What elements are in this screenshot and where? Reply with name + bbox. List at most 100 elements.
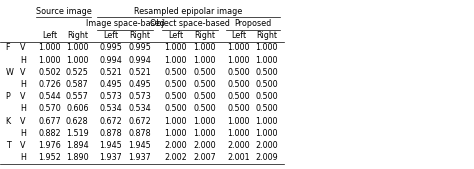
- Text: 2.001: 2.001: [228, 153, 250, 162]
- Text: 0.500: 0.500: [228, 80, 250, 89]
- Text: 0.995: 0.995: [99, 43, 122, 52]
- Text: W: W: [6, 68, 14, 77]
- Text: 1.945: 1.945: [99, 141, 122, 150]
- Text: 1.519: 1.519: [66, 129, 89, 138]
- Text: 1.000: 1.000: [193, 56, 216, 65]
- Text: V: V: [20, 117, 26, 126]
- Text: 0.502: 0.502: [38, 68, 61, 77]
- Text: V: V: [20, 141, 26, 150]
- Text: 1.000: 1.000: [164, 129, 187, 138]
- Text: 0.495: 0.495: [128, 80, 151, 89]
- Text: 2.000: 2.000: [255, 141, 278, 150]
- Text: 0.882: 0.882: [38, 129, 61, 138]
- Text: 0.500: 0.500: [255, 104, 278, 113]
- Text: 1.000: 1.000: [193, 129, 216, 138]
- Text: K: K: [6, 117, 11, 126]
- Text: 1.000: 1.000: [255, 43, 278, 52]
- Text: V: V: [20, 92, 26, 101]
- Text: 1.000: 1.000: [255, 56, 278, 65]
- Text: 0.500: 0.500: [255, 92, 278, 101]
- Text: Left: Left: [42, 31, 57, 40]
- Text: 0.672: 0.672: [99, 117, 122, 126]
- Text: 2.009: 2.009: [255, 153, 278, 162]
- Text: 0.500: 0.500: [255, 80, 278, 89]
- Text: 0.878: 0.878: [99, 129, 122, 138]
- Text: 0.500: 0.500: [164, 68, 187, 77]
- Text: 1.976: 1.976: [38, 141, 61, 150]
- Text: 1.000: 1.000: [193, 117, 216, 126]
- Text: T: T: [6, 141, 10, 150]
- Text: Right: Right: [129, 31, 150, 40]
- Text: 2.000: 2.000: [164, 141, 187, 150]
- Text: 0.500: 0.500: [255, 68, 278, 77]
- Text: 0.500: 0.500: [193, 68, 216, 77]
- Text: 1.890: 1.890: [66, 153, 89, 162]
- Text: V: V: [20, 68, 26, 77]
- Text: 2.007: 2.007: [193, 153, 216, 162]
- Text: Object space-based: Object space-based: [150, 19, 230, 28]
- Text: 0.587: 0.587: [66, 80, 89, 89]
- Text: Proposed: Proposed: [234, 19, 271, 28]
- Text: Left: Left: [231, 31, 246, 40]
- Text: 0.500: 0.500: [193, 92, 216, 101]
- Text: 0.500: 0.500: [228, 68, 250, 77]
- Text: 0.500: 0.500: [193, 80, 216, 89]
- Text: 0.628: 0.628: [66, 117, 89, 126]
- Text: V: V: [20, 43, 26, 52]
- Text: 1.000: 1.000: [164, 56, 187, 65]
- Text: F: F: [6, 43, 10, 52]
- Text: 0.525: 0.525: [66, 68, 89, 77]
- Text: 1.000: 1.000: [228, 129, 250, 138]
- Text: 2.002: 2.002: [164, 153, 187, 162]
- Text: 0.677: 0.677: [38, 117, 61, 126]
- Text: 1.000: 1.000: [164, 117, 187, 126]
- Text: 1.000: 1.000: [255, 117, 278, 126]
- Text: 0.726: 0.726: [38, 80, 61, 89]
- Text: 1.937: 1.937: [128, 153, 151, 162]
- Text: 1.000: 1.000: [193, 43, 216, 52]
- Text: 1.937: 1.937: [99, 153, 122, 162]
- Text: 2.000: 2.000: [193, 141, 216, 150]
- Text: 0.500: 0.500: [228, 92, 250, 101]
- Text: Image space-based: Image space-based: [86, 19, 164, 28]
- Text: 0.995: 0.995: [128, 43, 151, 52]
- Text: 0.500: 0.500: [193, 104, 216, 113]
- Text: 0.994: 0.994: [128, 56, 151, 65]
- Text: 0.495: 0.495: [99, 80, 122, 89]
- Text: 0.521: 0.521: [99, 68, 122, 77]
- Text: 1.000: 1.000: [164, 43, 187, 52]
- Text: 0.672: 0.672: [128, 117, 151, 126]
- Text: 0.878: 0.878: [128, 129, 151, 138]
- Text: H: H: [20, 129, 26, 138]
- Text: 1.945: 1.945: [128, 141, 151, 150]
- Text: 0.994: 0.994: [99, 56, 122, 65]
- Text: 0.606: 0.606: [66, 104, 89, 113]
- Text: 1.000: 1.000: [38, 56, 61, 65]
- Text: 1.000: 1.000: [228, 117, 250, 126]
- Text: 0.573: 0.573: [128, 92, 151, 101]
- Text: Source image: Source image: [36, 7, 91, 16]
- Text: 1.000: 1.000: [66, 56, 89, 65]
- Text: 0.521: 0.521: [128, 68, 151, 77]
- Text: 0.573: 0.573: [99, 92, 122, 101]
- Text: 0.570: 0.570: [38, 104, 61, 113]
- Text: H: H: [20, 153, 26, 162]
- Text: Right: Right: [256, 31, 277, 40]
- Text: H: H: [20, 56, 26, 65]
- Text: Right: Right: [67, 31, 88, 40]
- Text: 1.000: 1.000: [66, 43, 89, 52]
- Text: 1.000: 1.000: [38, 43, 61, 52]
- Text: 1.000: 1.000: [228, 56, 250, 65]
- Text: 1.000: 1.000: [228, 43, 250, 52]
- Text: Left: Left: [168, 31, 183, 40]
- Text: P: P: [6, 92, 10, 101]
- Text: 2.000: 2.000: [228, 141, 250, 150]
- Text: 0.500: 0.500: [228, 104, 250, 113]
- Text: Right: Right: [194, 31, 215, 40]
- Text: H: H: [20, 104, 26, 113]
- Text: 0.544: 0.544: [38, 92, 61, 101]
- Text: 0.500: 0.500: [164, 92, 187, 101]
- Text: 1.894: 1.894: [66, 141, 89, 150]
- Text: 0.534: 0.534: [128, 104, 151, 113]
- Text: 0.500: 0.500: [164, 80, 187, 89]
